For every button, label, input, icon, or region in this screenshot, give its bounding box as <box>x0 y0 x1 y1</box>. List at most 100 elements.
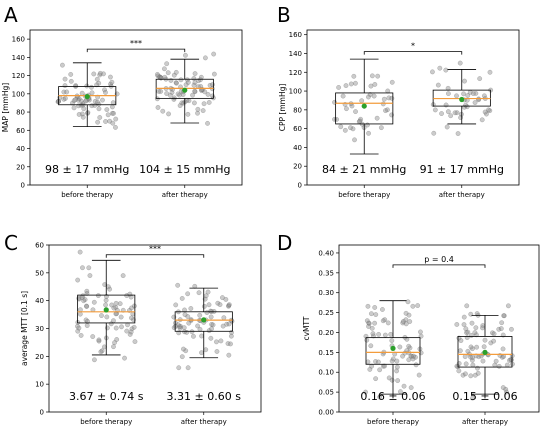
data-point <box>469 320 475 326</box>
data-point <box>217 302 223 308</box>
data-point <box>435 82 441 88</box>
data-point <box>162 66 167 72</box>
box <box>77 294 136 324</box>
data-point <box>103 297 109 303</box>
data-point <box>381 96 387 102</box>
data-point <box>160 108 166 114</box>
summary-label: 104 ± 15 mmHg <box>139 163 230 176</box>
y-tick-label: 0.15 <box>318 349 334 357</box>
data-point <box>470 362 476 368</box>
points-before <box>55 62 120 130</box>
y-tick-label: 0.00 <box>318 409 334 417</box>
y-tick-label: 20 <box>35 353 44 361</box>
data-point <box>470 395 475 401</box>
box <box>365 337 421 365</box>
data-point <box>113 325 119 331</box>
data-point <box>173 69 179 75</box>
data-point <box>192 88 198 94</box>
data-point <box>192 71 198 76</box>
data-point <box>385 320 391 326</box>
data-point <box>510 361 515 367</box>
y-tick-label: 80 <box>16 109 25 117</box>
data-point <box>89 90 95 96</box>
data-point <box>350 126 356 132</box>
data-point <box>408 385 414 391</box>
data-point <box>454 93 459 99</box>
data-point <box>205 289 211 295</box>
summary-label: 3.67 ± 0.74 s <box>69 390 144 403</box>
data-point <box>416 372 422 378</box>
data-point <box>218 338 224 344</box>
data-point <box>464 335 470 340</box>
data-point <box>214 349 220 354</box>
data-point <box>171 95 177 101</box>
data-point <box>400 319 406 324</box>
data-point <box>103 302 108 308</box>
data-point <box>99 313 104 318</box>
data-point <box>92 357 97 363</box>
significance-label: *** <box>149 245 161 254</box>
data-point <box>226 302 232 308</box>
data-point <box>111 344 116 350</box>
axes-frame <box>29 29 243 186</box>
data-point <box>211 51 217 57</box>
data-point <box>190 92 195 98</box>
panel-A: A 0 20 40 60 80 100 120 140 160 MAP [mmHg] before t… <box>1 3 243 199</box>
data-point <box>443 67 449 73</box>
data-point <box>111 318 116 324</box>
data-point <box>103 119 108 124</box>
data-point <box>473 325 479 331</box>
mean-marker <box>84 93 90 100</box>
data-point <box>179 296 185 301</box>
data-point <box>55 99 61 105</box>
y-tick-label: 40 <box>35 297 44 305</box>
data-point <box>91 299 97 305</box>
data-point <box>353 80 358 86</box>
y-axis-label: MAP [mmHg] <box>1 83 10 132</box>
data-point <box>76 97 81 103</box>
data-point <box>369 73 375 79</box>
data-point <box>156 89 162 94</box>
data-point <box>492 362 498 368</box>
y-axis-label: average MTT [0.1 s] <box>20 291 29 366</box>
data-point <box>132 339 138 344</box>
data-point <box>175 91 181 97</box>
data-point <box>127 332 133 337</box>
data-point <box>445 109 451 115</box>
data-point <box>383 108 388 114</box>
data-point <box>183 52 188 58</box>
data-point <box>195 323 201 329</box>
data-point <box>184 329 190 335</box>
data-point <box>499 320 505 326</box>
data-point <box>365 303 371 309</box>
data-point <box>357 118 363 124</box>
data-point <box>191 333 196 339</box>
y-tick-label: 0.35 <box>318 269 334 277</box>
data-point <box>359 98 365 104</box>
data-point <box>178 77 184 83</box>
data-point <box>64 89 70 95</box>
data-point <box>472 100 478 105</box>
data-point <box>113 300 119 306</box>
y-tick-label: 40 <box>16 145 25 153</box>
data-point <box>185 365 191 371</box>
y-axis-label: cvMTT <box>302 316 311 340</box>
significance-label: p = 0.4 <box>424 255 454 264</box>
axes-frame <box>306 29 520 186</box>
data-point <box>203 293 209 299</box>
data-point <box>468 344 474 350</box>
data-point <box>225 341 231 346</box>
data-point <box>463 361 469 367</box>
data-point <box>118 314 124 320</box>
data-point <box>456 368 462 374</box>
data-point <box>472 372 478 378</box>
data-point <box>200 108 206 114</box>
box <box>335 92 394 125</box>
data-point <box>181 325 187 331</box>
summary-label: 3.31 ± 0.60 s <box>167 390 242 403</box>
data-point <box>191 76 197 81</box>
data-point <box>223 297 229 302</box>
data-point <box>373 312 379 317</box>
data-point <box>68 78 74 84</box>
data-point <box>100 97 105 103</box>
